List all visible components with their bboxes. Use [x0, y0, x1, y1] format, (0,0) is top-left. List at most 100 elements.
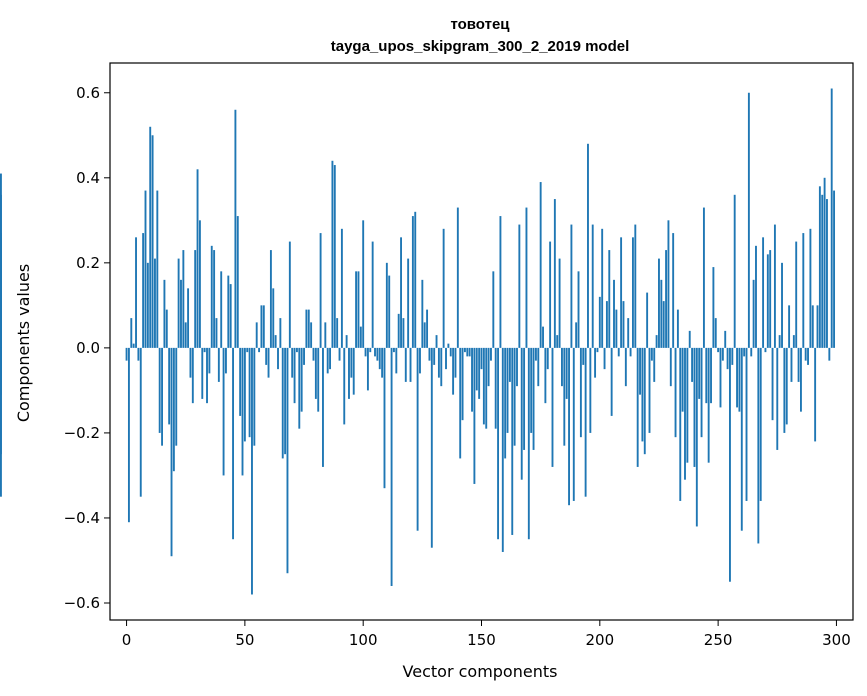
bar — [310, 322, 313, 348]
bar — [818, 186, 821, 348]
bar — [127, 347, 130, 523]
bar — [163, 279, 166, 348]
bar — [665, 250, 668, 348]
y-tick-label: 0.4 — [76, 169, 100, 187]
bar — [755, 245, 757, 348]
y-axis-ticks: −0.6 −0.4 −0.2 0.0 0.2 0.4 0.6 — [64, 84, 110, 612]
bar — [307, 309, 310, 348]
bar — [182, 250, 185, 348]
bar — [582, 347, 585, 365]
bar — [572, 347, 575, 501]
bar — [435, 335, 438, 348]
bar — [180, 279, 182, 348]
bar — [804, 347, 807, 361]
bar — [359, 326, 362, 348]
bar — [239, 347, 242, 416]
bar — [674, 347, 677, 438]
bar — [736, 347, 738, 408]
bar — [459, 347, 462, 459]
bar — [778, 335, 781, 348]
bar — [369, 347, 372, 353]
bar — [184, 322, 187, 348]
bar — [366, 347, 369, 391]
bar — [615, 309, 618, 348]
bar — [719, 347, 722, 408]
bar — [463, 347, 466, 353]
bar — [149, 126, 152, 348]
bar — [445, 347, 447, 370]
bar — [154, 258, 156, 348]
y-tick-label: 0.2 — [76, 254, 100, 272]
bar — [762, 237, 765, 348]
bar — [248, 347, 251, 438]
bar — [378, 347, 381, 370]
bar — [650, 347, 653, 361]
bar — [142, 233, 145, 348]
bar — [305, 309, 308, 348]
bar — [158, 347, 161, 433]
bar — [527, 347, 530, 540]
bar — [326, 347, 329, 374]
bar — [523, 347, 526, 450]
bar — [542, 326, 544, 348]
bar — [605, 301, 608, 348]
bars-group — [0, 88, 836, 595]
bar — [667, 220, 670, 348]
bar — [516, 347, 518, 387]
bar — [208, 347, 211, 374]
bar — [243, 347, 246, 442]
bar — [191, 347, 194, 404]
bar — [426, 309, 429, 348]
bar — [293, 347, 296, 404]
bar — [0, 347, 2, 497]
bar — [695, 347, 698, 527]
bar — [721, 347, 724, 361]
bar — [698, 347, 701, 399]
plot-frame — [109, 62, 854, 621]
bar — [480, 347, 483, 370]
bar — [258, 347, 261, 353]
bar — [729, 347, 731, 582]
chart-title: товотец — [450, 16, 510, 33]
y-tick-label: −0.6 — [64, 594, 100, 612]
bar — [785, 347, 788, 425]
bar — [544, 347, 547, 404]
bar — [414, 211, 417, 348]
bar — [482, 347, 485, 425]
bar — [281, 347, 284, 459]
bar — [807, 347, 809, 365]
bar — [374, 347, 376, 357]
bar — [187, 288, 190, 348]
bar — [499, 216, 502, 348]
bar — [634, 224, 637, 348]
bar — [210, 245, 213, 348]
bar — [125, 347, 128, 361]
bar — [274, 335, 277, 348]
bar — [251, 347, 253, 595]
bar — [395, 347, 398, 374]
bar — [549, 241, 552, 348]
x-tick-label: 300 — [822, 631, 851, 649]
bar — [688, 330, 691, 348]
bar — [220, 271, 223, 348]
bar — [241, 347, 244, 476]
bar — [705, 347, 708, 404]
x-tick-label: 0 — [122, 631, 132, 649]
bar — [816, 305, 819, 348]
bar — [161, 347, 163, 446]
bar — [546, 347, 549, 370]
bar — [388, 275, 391, 348]
bar — [603, 347, 606, 370]
bar — [362, 220, 365, 348]
bar — [329, 347, 331, 370]
bar — [217, 347, 220, 382]
bar — [456, 207, 459, 348]
bar — [144, 190, 147, 348]
bar — [660, 279, 663, 348]
bar — [639, 347, 641, 395]
bar — [319, 233, 322, 348]
bar — [0, 173, 2, 348]
bar — [676, 309, 679, 348]
bar — [227, 275, 230, 348]
bar — [802, 233, 805, 348]
